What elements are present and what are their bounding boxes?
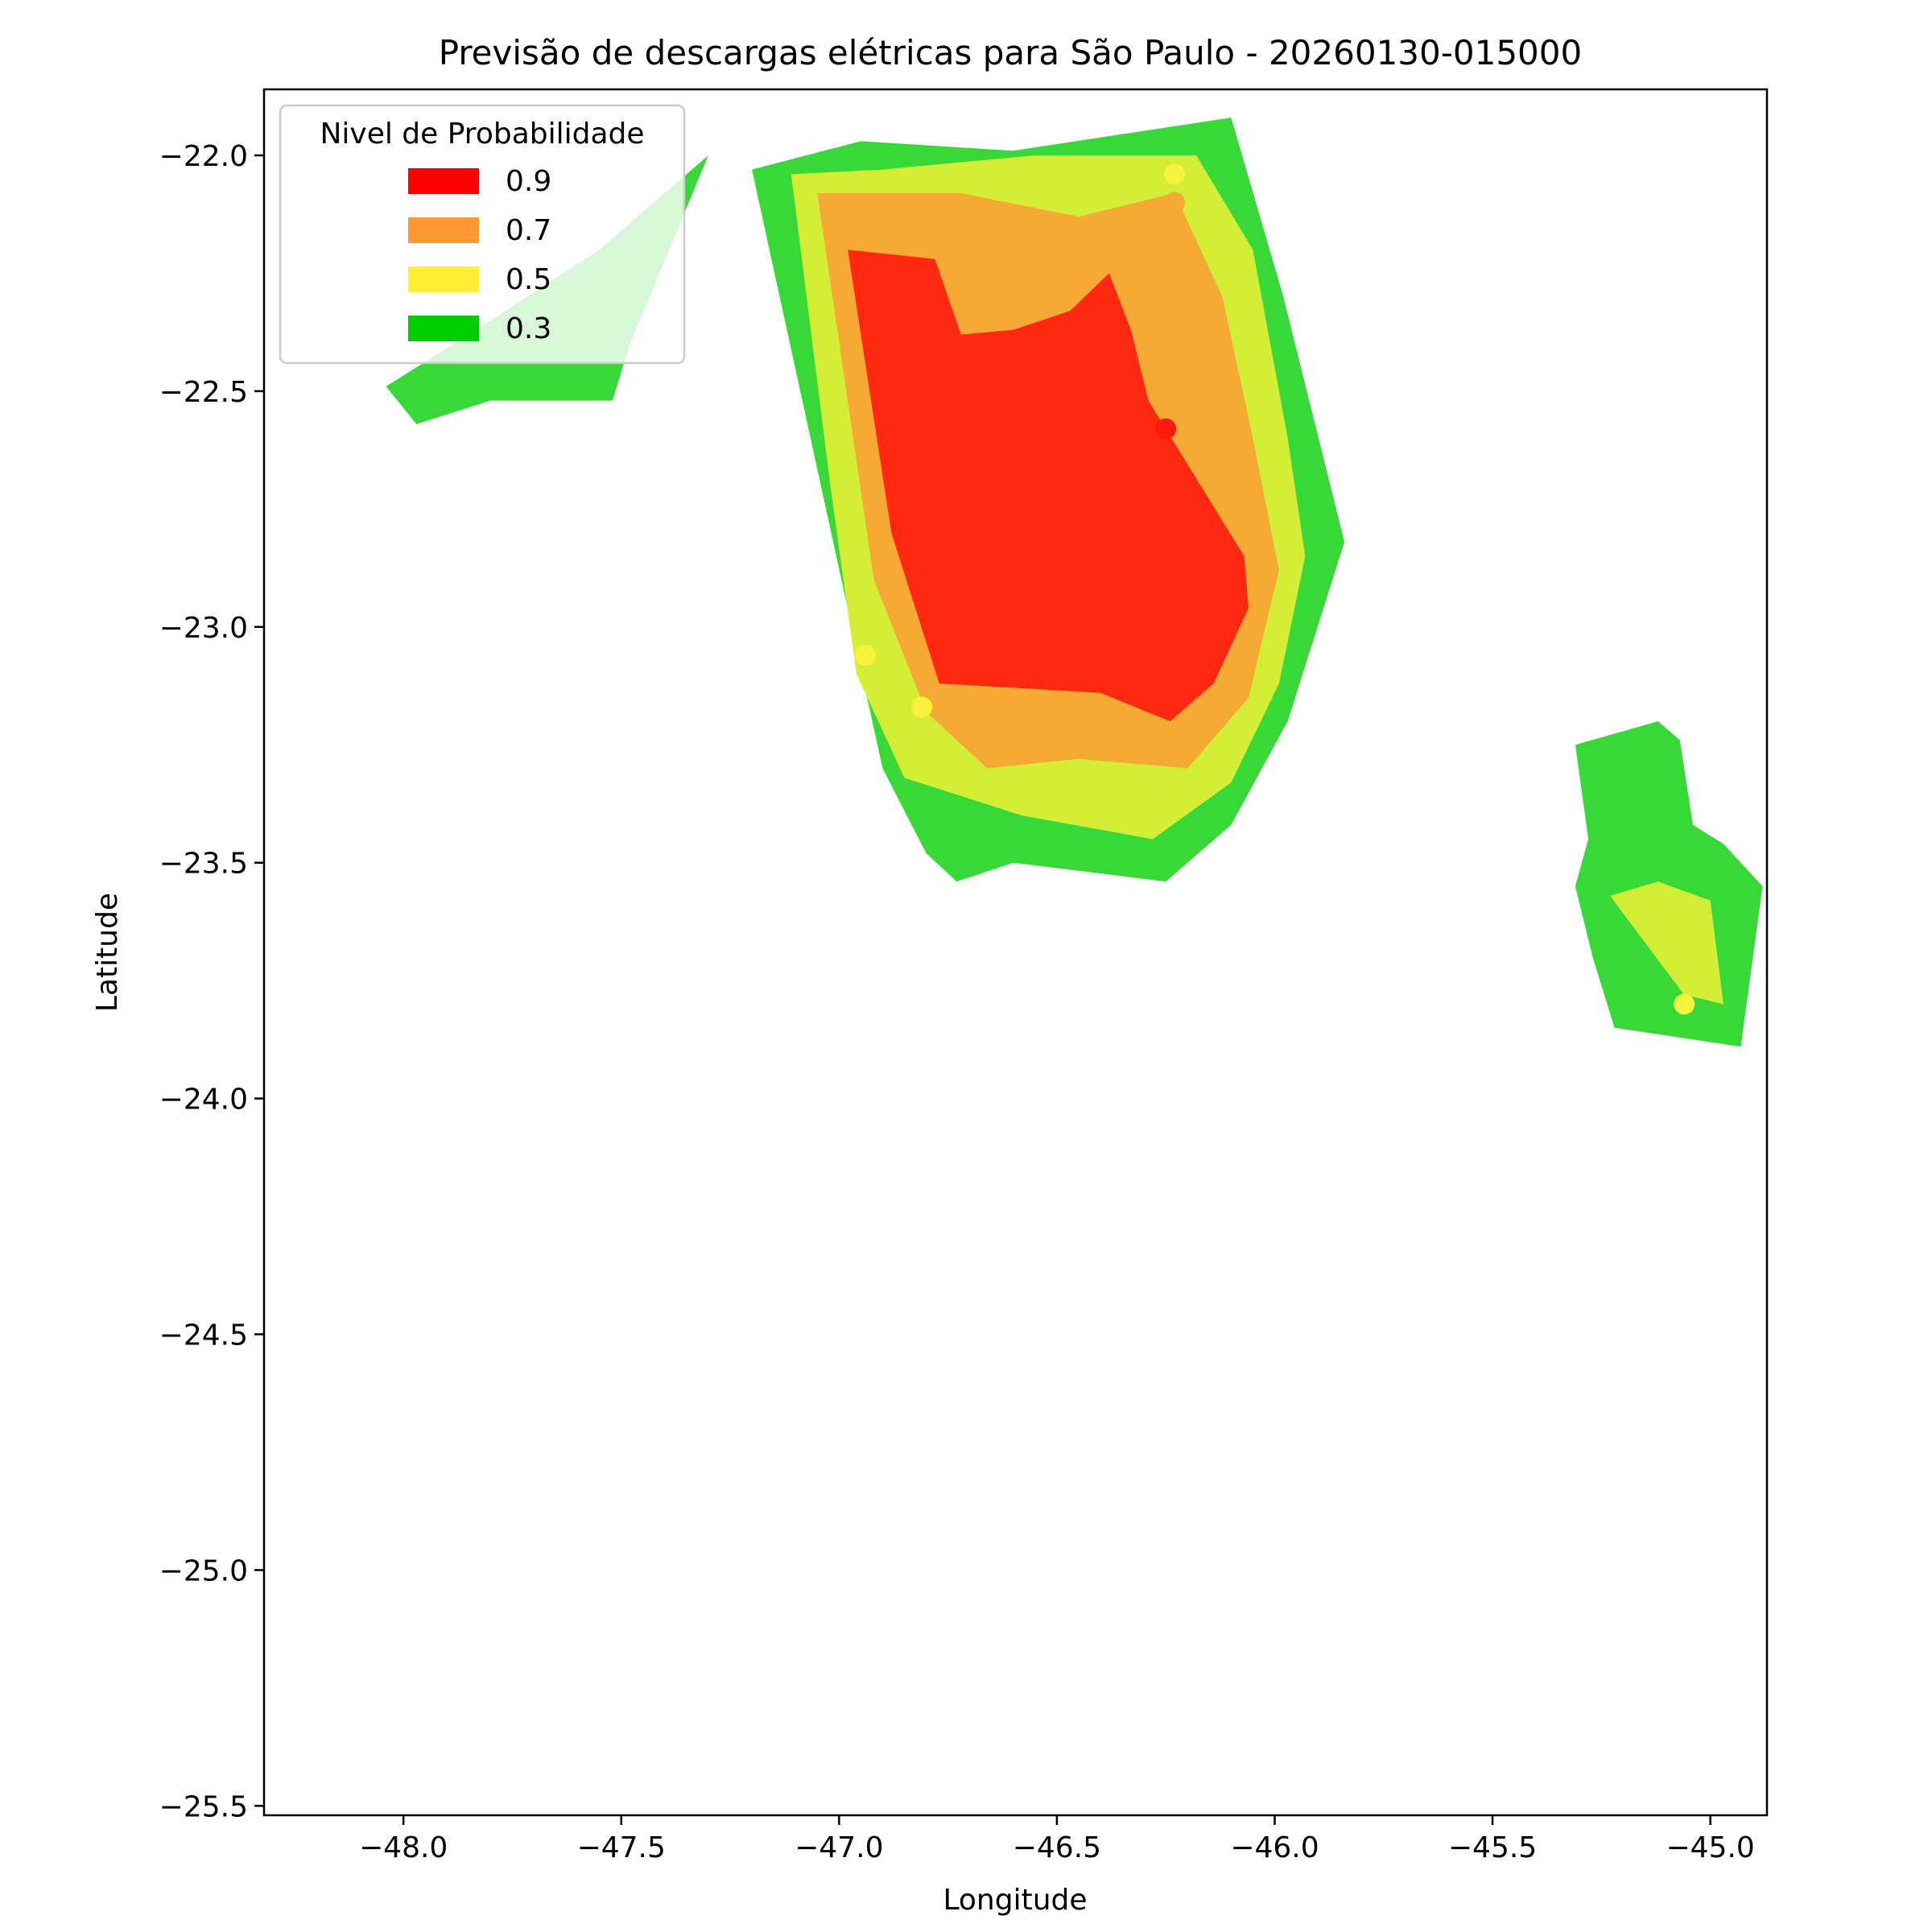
lightning-points: [854, 163, 1695, 1015]
y-tick-label-3: −23.5: [159, 848, 248, 881]
x-axis-label: Longitude: [943, 1884, 1087, 1917]
legend-title: Nivel de Probabilidade: [320, 118, 644, 151]
x-tick-label-0: −48.0: [359, 1831, 448, 1864]
legend-swatch-3: [408, 316, 479, 341]
lightning-point-2: [1155, 418, 1177, 440]
legend: Nivel de Probabilidade 0.9 0.7 0.5 0.3: [279, 104, 686, 365]
y-axis: −22.0 −22.5 −23.0 −23.5 −24.0 −24.5 −25.0 −25.5: [159, 140, 264, 1823]
lightning-point-5: [1674, 993, 1695, 1015]
y-tick-label-5: −24.5: [159, 1319, 248, 1352]
x-tick-label-3: −46.5: [1013, 1831, 1101, 1864]
y-tick-label-1: −22.5: [159, 376, 248, 409]
y-tick-label-6: −25.0: [159, 1554, 248, 1587]
legend-label-0: 0.9: [506, 165, 551, 198]
y-tick-label-2: −23.0: [159, 612, 248, 645]
probability-regions: [386, 118, 1763, 1047]
plot-frame: [262, 88, 1769, 1817]
x-tick-label-5: −45.5: [1448, 1831, 1537, 1864]
legend-label-1: 0.7: [506, 214, 551, 247]
x-tick-label-4: −46.0: [1230, 1831, 1319, 1864]
y-tick-label-7: −25.5: [159, 1790, 248, 1823]
x-tick-label-6: −45.0: [1666, 1831, 1754, 1864]
legend-box: [279, 104, 686, 365]
lightning-point-1: [1164, 192, 1185, 213]
x-tick-label-1: −47.5: [577, 1831, 666, 1864]
region-05-6: [1610, 881, 1724, 1005]
x-tick-label-2: −47.0: [795, 1831, 883, 1864]
y-tick-label-4: −24.0: [159, 1084, 248, 1117]
legend-entries: 0.9 0.7 0.5 0.3: [408, 165, 551, 345]
lightning-point-0: [1164, 163, 1185, 185]
region-09-3: [848, 250, 1249, 721]
legend-label-3: 0.3: [506, 312, 551, 345]
x-axis: −48.0 −47.5 −47.0 −46.5 −46.0 −45.5 −45.0: [359, 1815, 1755, 1864]
chart-title: Previsão de descargas elétricas para São…: [439, 33, 1582, 72]
lightning-point-3: [854, 645, 876, 666]
y-tick-label-0: −22.0: [159, 140, 248, 173]
legend-swatch-1: [408, 217, 479, 243]
legend-swatch-0: [408, 168, 479, 194]
legend-swatch-2: [408, 266, 479, 292]
legend-label-2: 0.5: [506, 263, 551, 296]
y-axis-label: Latitude: [91, 893, 124, 1012]
lightning-point-4: [911, 696, 933, 718]
